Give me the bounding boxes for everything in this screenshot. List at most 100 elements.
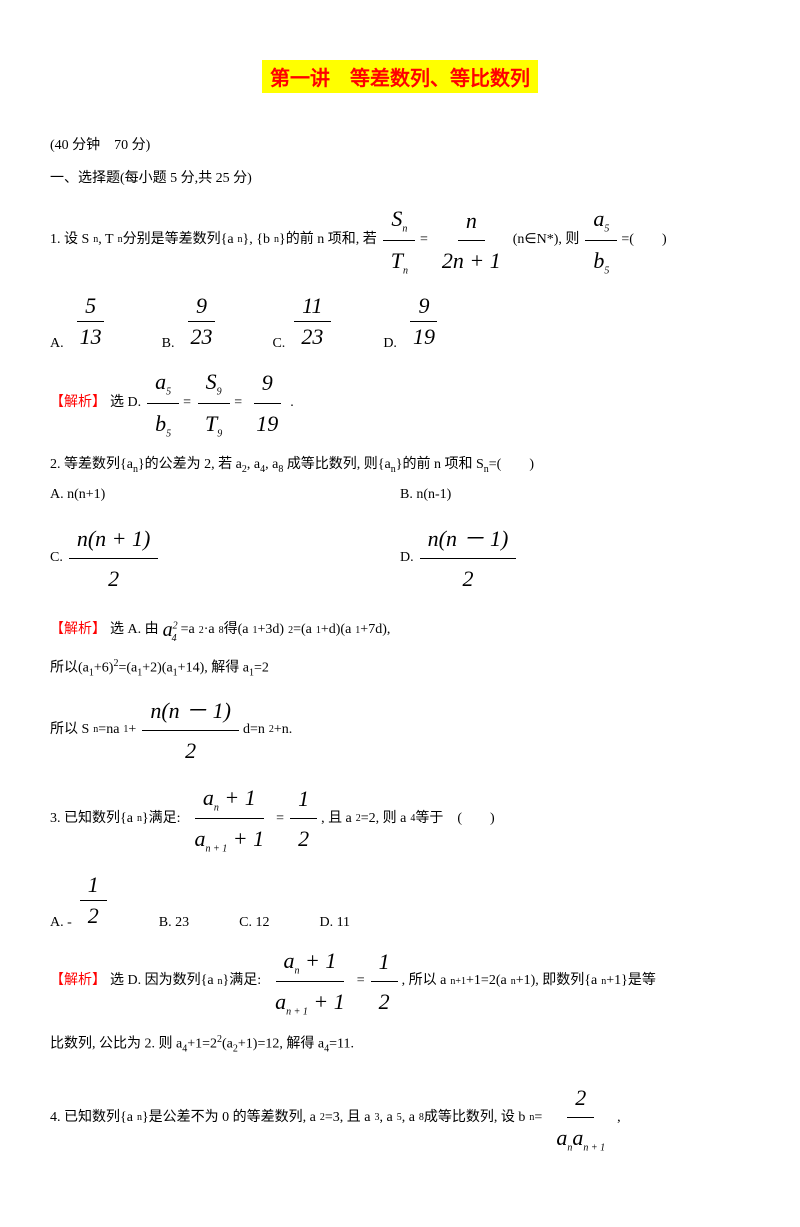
text: , bbox=[617, 1107, 621, 1129]
eq: = bbox=[420, 229, 428, 251]
text: 比数列, 公比为 2. 则 a bbox=[50, 1036, 182, 1051]
q2-stem: 2. 等差数列{an}的公差为 2, 若 a2, a4, a8 成等比数列, 则… bbox=[50, 452, 750, 479]
text: . bbox=[290, 392, 294, 414]
var: a bbox=[195, 826, 206, 851]
text: =11. bbox=[329, 1036, 354, 1051]
text: 选 A. 由 bbox=[110, 619, 159, 641]
num: n(n － 1) bbox=[142, 691, 239, 731]
text: , a bbox=[379, 1107, 392, 1129]
num: n bbox=[458, 201, 485, 241]
den: b bbox=[593, 248, 604, 273]
option-c: C. 12 bbox=[239, 915, 269, 931]
option-c: C. n(n + 1)2 bbox=[50, 519, 400, 598]
fraction: an + 1 an + 1 + 1 bbox=[187, 778, 273, 860]
den: 23 bbox=[293, 322, 331, 352]
text: }是公差不为 0 的等差数列, a bbox=[142, 1107, 316, 1129]
opt-label: D. bbox=[400, 547, 414, 569]
fraction: a5 b5 bbox=[585, 199, 617, 281]
den: 2 bbox=[454, 559, 481, 598]
option-d: D. 919 bbox=[383, 291, 445, 352]
fraction: Sn Tn bbox=[383, 199, 416, 281]
text: =( ) bbox=[621, 229, 666, 251]
text: }的前 n 项和, 若 bbox=[279, 229, 377, 251]
sub: 5 bbox=[166, 428, 171, 439]
text: + bbox=[128, 719, 136, 741]
option-b: B. 923 bbox=[162, 291, 223, 352]
text: 1. 设 S bbox=[50, 229, 89, 251]
den: 2 bbox=[371, 982, 398, 1021]
opt-label: C. bbox=[272, 336, 285, 352]
q1-stem: 1. 设 Sn , Tn 分别是等差数列{an }, {bn }的前 n 项和,… bbox=[50, 199, 750, 281]
text: +1=2(a bbox=[466, 970, 507, 992]
den: 2 bbox=[80, 901, 107, 931]
q3-analysis-2: 比数列, 公比为 2. 则 a4+1=22(a2+1)=12, 解得 a4=11… bbox=[50, 1031, 750, 1058]
analysis-label: 【解析】 bbox=[50, 392, 106, 414]
text: C. 12 bbox=[239, 915, 269, 931]
text: +1=2 bbox=[187, 1036, 217, 1051]
option-a: A. 513 bbox=[50, 291, 112, 352]
option-d: D. 11 bbox=[319, 915, 350, 931]
option-c: C. 1123 bbox=[272, 291, 333, 352]
fraction: n(n － 1)2 bbox=[142, 691, 239, 770]
text: 等于 ( ) bbox=[415, 808, 494, 830]
sub: n + 1 bbox=[583, 1143, 605, 1154]
fraction: 12 bbox=[371, 942, 398, 1021]
text: (a bbox=[222, 1036, 233, 1051]
num: 1 bbox=[371, 942, 398, 982]
q3-options: A. - 12 B. 23 C. 12 D. 11 bbox=[50, 870, 750, 931]
text: , a bbox=[402, 1107, 415, 1129]
fraction: 12 bbox=[290, 779, 317, 858]
sub: 5 bbox=[604, 265, 609, 276]
den: 2n + 1 bbox=[434, 241, 509, 280]
text: d=n bbox=[243, 719, 265, 741]
text: 成等比数列, 则{a bbox=[283, 457, 390, 472]
text: , a bbox=[265, 457, 278, 472]
text: (n∈N*), 则 bbox=[513, 229, 580, 251]
q1-options: A. 513 B. 923 C. 1123 D. 919 bbox=[50, 291, 750, 352]
fraction: 513 bbox=[72, 291, 110, 352]
fraction: 919 bbox=[405, 291, 443, 352]
text: }的前 n 项和 S bbox=[396, 457, 484, 472]
eq: = bbox=[357, 970, 365, 992]
den: 2 bbox=[177, 731, 204, 770]
num: 9 bbox=[254, 363, 281, 403]
title-wrap: 第一讲 等差数列、等比数列 bbox=[50, 60, 750, 113]
num: 1 bbox=[80, 870, 107, 901]
q2-options-cd: C. n(n + 1)2 D. n(n － 1)2 bbox=[50, 511, 750, 606]
text: 分别是等差数列{a bbox=[123, 229, 234, 251]
den: T bbox=[205, 411, 217, 436]
fraction: 1123 bbox=[293, 291, 331, 352]
var: a bbox=[203, 785, 214, 810]
eq: = bbox=[234, 392, 242, 414]
text: 4. 已知数列{a bbox=[50, 1107, 133, 1129]
text: }满足: bbox=[223, 970, 262, 992]
opt-label: A. - bbox=[50, 915, 72, 931]
fraction: n(n + 1)2 bbox=[69, 519, 159, 598]
fraction: n 2n + 1 bbox=[434, 201, 509, 280]
q3-stem: 3. 已知数列{an }满足: an + 1 an + 1 + 1 = 12 ,… bbox=[50, 778, 750, 860]
sub: n+1 bbox=[450, 974, 466, 990]
text: 2. 等差数列{a bbox=[50, 457, 133, 472]
sub: 5 bbox=[166, 387, 171, 398]
den: 2 bbox=[100, 559, 127, 598]
text: 选 D. bbox=[110, 392, 141, 414]
num: 1 bbox=[290, 779, 317, 819]
num: 9 bbox=[410, 291, 437, 322]
q2-analysis-2: 所以(a1+6)2=(a1+2)(a1+14), 解得 a1=2 bbox=[50, 655, 750, 682]
sub: 9 bbox=[217, 428, 222, 439]
text: =3, 且 a bbox=[325, 1107, 371, 1129]
text: +n. bbox=[274, 719, 292, 741]
text: +d)(a bbox=[321, 619, 351, 641]
sub: n + 1 bbox=[286, 1007, 308, 1018]
text: + 1 bbox=[219, 785, 256, 810]
text: + 1 bbox=[308, 989, 345, 1014]
text: D. 11 bbox=[319, 915, 350, 931]
text: =na bbox=[98, 719, 119, 741]
text: + 1 bbox=[300, 948, 337, 973]
q2-options-ab: A. n(n+1) B. n(n-1) bbox=[50, 487, 750, 503]
text: 成等比数列, 设 b bbox=[424, 1107, 526, 1129]
text: +1), 即数列{a bbox=[516, 970, 598, 992]
q1-analysis: 【解析】 选 D. a5 b5 = S9 T9 = 9 19 . bbox=[50, 362, 750, 444]
text: +2)(a bbox=[142, 661, 172, 676]
sub: n bbox=[403, 265, 408, 276]
